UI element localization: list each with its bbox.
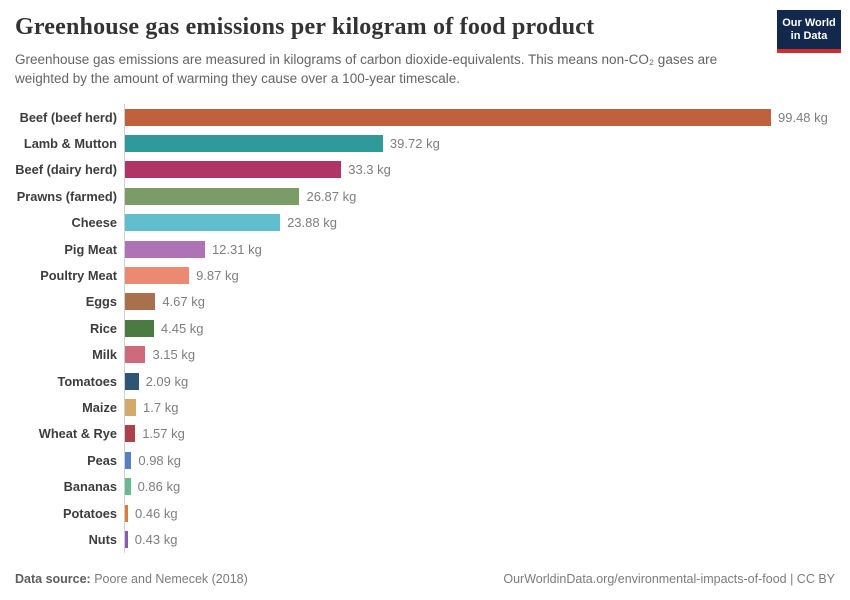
data-source-value: Poore and Nemecek (2018): [90, 572, 248, 586]
category-label: Milk: [92, 347, 117, 363]
chart-row: Beef (dairy herd) 33.3 kg: [0, 156, 850, 184]
bar[interactable]: [125, 398, 137, 416]
value-label: 9.87 kg: [196, 268, 239, 284]
category-label: Potatoes: [62, 505, 117, 521]
data-source-label: Data source:: [15, 572, 91, 586]
bar-track: 0.86 kg: [124, 473, 850, 500]
value-label: 33.3 kg: [348, 162, 391, 178]
bar[interactable]: [125, 135, 383, 153]
chart-row: Nuts 0.43 kg: [0, 526, 850, 553]
chart-row: Beef (beef herd) 99.48 kg: [0, 104, 850, 131]
data-source: Data source: Poore and Nemecek (2018): [15, 572, 248, 586]
chart-row: Lamb & Mutton 39.72 kg: [0, 130, 850, 157]
bar-track: 4.45 kg: [124, 315, 850, 342]
value-label: 99.48 kg: [778, 109, 828, 125]
chart-row: Prawns (farmed) 26.87 kg: [0, 183, 850, 210]
category-label: Rice: [89, 320, 117, 336]
bar-track: 26.87 kg: [124, 183, 850, 210]
category-label: Prawns (farmed): [16, 188, 117, 204]
category-label: Wheat & Rye: [38, 426, 117, 442]
bar-track: 0.43 kg: [124, 526, 850, 553]
bar-track: 0.98 kg: [124, 447, 850, 474]
bar[interactable]: [125, 267, 190, 285]
chart-row: Cheese 23.88 kg: [0, 209, 850, 236]
bar[interactable]: [125, 293, 156, 311]
bar-track: 3.15 kg: [124, 341, 850, 368]
value-label: 0.98 kg: [138, 452, 182, 468]
chart-row: Eggs 4.67 kg: [0, 288, 850, 316]
value-label: 0.86 kg: [137, 479, 181, 495]
bar-track: 12.31 kg: [124, 235, 850, 263]
category-label: Cheese: [71, 215, 117, 231]
value-label: 2.09 kg: [145, 373, 189, 389]
chart-row: Pig Meat 12.31 kg: [0, 235, 850, 263]
bar[interactable]: [125, 425, 136, 443]
value-label: 1.7 kg: [143, 399, 179, 415]
category-label: Lamb & Mutton: [23, 136, 117, 152]
bar-track: 39.72 kg: [124, 130, 850, 157]
chart-row: Milk 3.15 kg: [0, 341, 850, 368]
owid-logo-line2: in Data: [790, 30, 828, 42]
category-label: Peas: [87, 452, 117, 468]
chart-row: Peas 0.98 kg: [0, 447, 850, 474]
value-label: 1.57 kg: [142, 426, 185, 442]
chart-row: Poultry Meat 9.87 kg: [0, 262, 850, 289]
value-label: 26.87 kg: [306, 188, 357, 204]
value-label: 4.67 kg: [162, 294, 205, 310]
category-label: Poultry Meat: [40, 268, 117, 284]
bar-track: 1.57 kg: [124, 420, 850, 448]
chart-row: Maize 1.7 kg: [0, 394, 850, 421]
bar[interactable]: [125, 161, 342, 179]
value-label: 3.15 kg: [152, 347, 196, 363]
value-label: 0.46 kg: [134, 505, 178, 521]
bar-track: 99.48 kg: [124, 104, 850, 131]
bar-track: 23.88 kg: [124, 209, 850, 236]
value-label: 12.31 kg: [211, 241, 262, 257]
bar[interactable]: [125, 108, 771, 126]
footer-link[interactable]: OurWorldinData.org/environmental-impacts…: [503, 572, 835, 586]
chart-row: Potatoes 0.46 kg: [0, 499, 850, 527]
bar[interactable]: [125, 240, 205, 258]
value-label: 4.45 kg: [160, 320, 204, 336]
category-label: Maize: [82, 399, 117, 415]
chart-row: Rice 4.45 kg: [0, 315, 850, 342]
category-label: Beef (dairy herd): [15, 162, 117, 178]
chart-footer: Data source: Poore and Nemecek (2018) Ou…: [15, 572, 835, 586]
chart-row: Tomatoes 2.09 kg: [0, 367, 850, 395]
value-label: 0.43 kg: [134, 531, 178, 547]
bar[interactable]: [125, 372, 139, 390]
chart-header: Greenhouse gas emissions per kilogram of…: [15, 10, 841, 88]
bar-track: 33.3 kg: [124, 156, 850, 184]
chart-row: Wheat & Rye 1.57 kg: [0, 420, 850, 448]
bar-track: 9.87 kg: [124, 262, 850, 289]
value-label: 39.72 kg: [389, 136, 440, 152]
bar-track: 1.7 kg: [124, 394, 850, 421]
page-title: Greenhouse gas emissions per kilogram of…: [15, 14, 595, 40]
owid-logo[interactable]: Our World in Data: [777, 10, 841, 53]
bar-track: 0.46 kg: [124, 499, 850, 527]
category-label: Beef (beef herd): [19, 109, 117, 125]
bar[interactable]: [125, 187, 300, 205]
category-label: Bananas: [63, 479, 117, 495]
bar[interactable]: [125, 530, 128, 548]
bar-track: 2.09 kg: [124, 367, 850, 395]
bar[interactable]: [125, 478, 131, 496]
bar[interactable]: [125, 319, 154, 337]
owid-logo-line1: Our World: [782, 17, 836, 29]
chart-subtitle: Greenhouse gas emissions are measured in…: [15, 52, 718, 86]
category-label: Eggs: [85, 294, 117, 310]
category-label: Tomatoes: [57, 373, 118, 389]
category-label: Pig Meat: [64, 241, 117, 257]
value-label: 23.88 kg: [287, 215, 337, 231]
bar[interactable]: [125, 451, 132, 469]
bar-track: 4.67 kg: [124, 288, 850, 316]
category-label: Nuts: [88, 531, 117, 547]
bar-chart: Beef (beef herd) 99.48 kg Lamb & Mutton …: [0, 104, 850, 553]
bar[interactable]: [125, 346, 146, 364]
bar[interactable]: [125, 214, 281, 232]
chart-row: Bananas 0.86 kg: [0, 473, 850, 500]
bar[interactable]: [125, 504, 128, 522]
